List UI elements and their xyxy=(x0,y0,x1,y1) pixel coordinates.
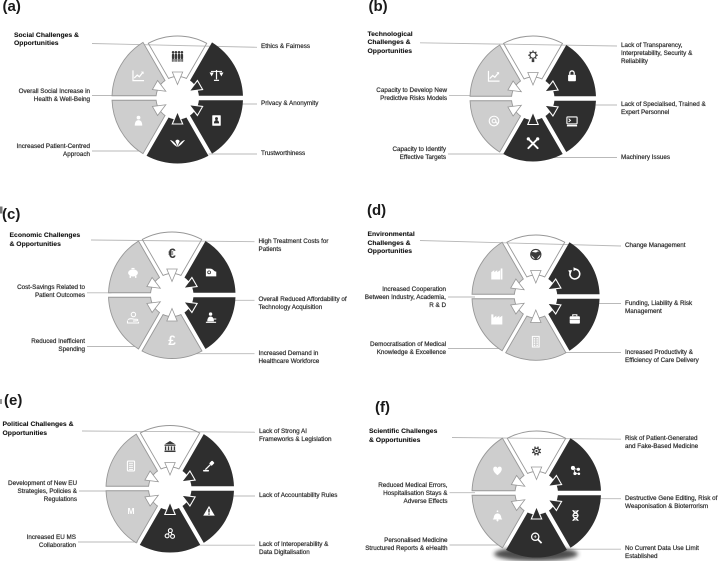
svg-text:£: £ xyxy=(168,333,176,348)
svg-text:+: + xyxy=(534,535,537,541)
svg-text:€: € xyxy=(168,246,176,261)
svg-text:M: M xyxy=(127,506,134,516)
